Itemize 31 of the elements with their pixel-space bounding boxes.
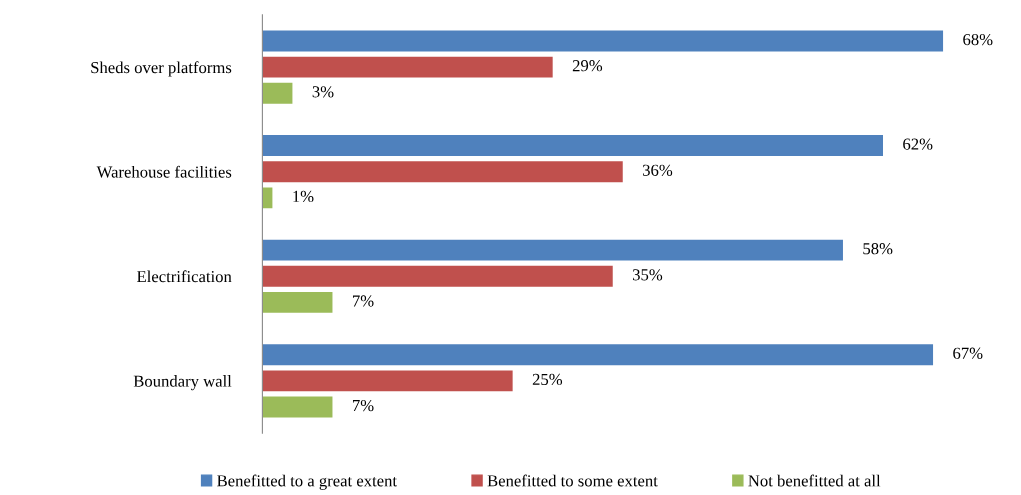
bar: [262, 161, 623, 183]
data-label: 25%: [532, 373, 563, 386]
data-label: 58%: [863, 243, 893, 255]
bar: [262, 396, 333, 418]
data-label: 7%: [353, 295, 374, 307]
y-tick-label: Warehouse facilities: [96, 165, 232, 178]
bar: [262, 344, 934, 366]
data-label: 67%: [953, 347, 983, 359]
legend-label: Benefitted to a great extent: [217, 474, 397, 490]
y-tick-label: Boundary wall: [133, 375, 232, 391]
y-tick-label: Electrification: [137, 270, 232, 283]
bar: [262, 291, 333, 313]
y-tick-label: Sheds over platforms: [91, 61, 232, 77]
bar: [262, 265, 613, 287]
bar: [262, 30, 944, 52]
data-label: 68%: [963, 33, 993, 46]
bar: [262, 56, 553, 78]
data-label: 62%: [903, 138, 933, 150]
legend-label: Benefitted to some extent: [487, 474, 658, 487]
bar: [262, 187, 273, 209]
data-label: 29%: [572, 60, 603, 72]
bar: [262, 82, 293, 104]
data-label: 35%: [632, 269, 663, 281]
data-label: 1%: [293, 190, 314, 203]
bar: [262, 239, 843, 261]
bar: [262, 135, 883, 157]
data-label: 36%: [642, 164, 673, 176]
legend-label: Not benefitted at all: [748, 474, 881, 487]
bar: [262, 370, 513, 392]
data-label: 3%: [312, 86, 334, 98]
data-label: 7%: [353, 399, 374, 412]
